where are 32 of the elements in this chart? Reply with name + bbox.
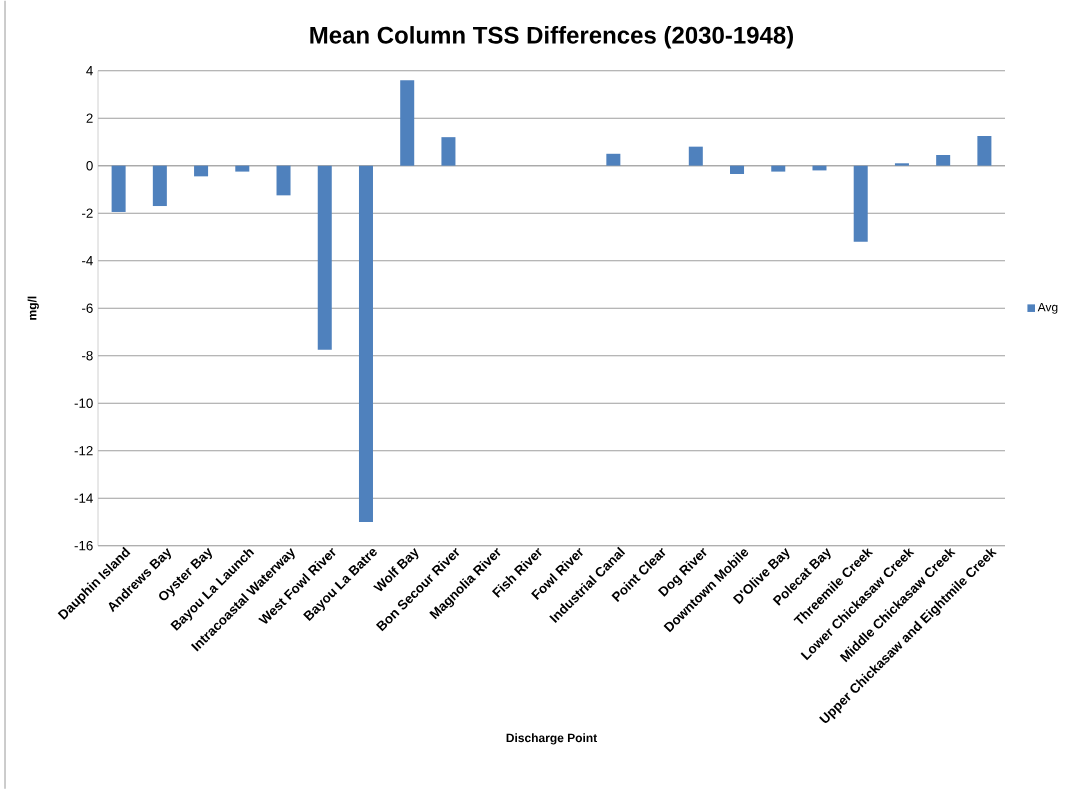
bar bbox=[400, 80, 415, 166]
y-tick-label: 0 bbox=[86, 160, 93, 171]
y-tick-label: -8 bbox=[82, 350, 93, 361]
y-tick-label: -16 bbox=[74, 540, 93, 551]
y-tick-label: -6 bbox=[82, 303, 93, 313]
bar bbox=[936, 154, 951, 166]
bar bbox=[606, 153, 621, 166]
y-tick-label: 4 bbox=[86, 65, 93, 76]
bar bbox=[235, 165, 250, 172]
bar bbox=[276, 165, 291, 196]
bar bbox=[853, 165, 868, 242]
bar bbox=[111, 165, 126, 212]
chart-title: Mean Column TSS Differences (2030-1948) bbox=[310, 25, 794, 49]
bar bbox=[771, 165, 786, 172]
bar bbox=[977, 135, 992, 166]
bar bbox=[317, 165, 332, 350]
y-tick-label: -10 bbox=[74, 398, 93, 408]
bar bbox=[894, 163, 909, 166]
bar bbox=[194, 165, 209, 177]
y-tick-label: 2 bbox=[86, 113, 93, 123]
y-tick-label: -2 bbox=[82, 208, 93, 218]
bar bbox=[730, 165, 745, 174]
y-axis-title: mg/l bbox=[27, 296, 39, 320]
bar bbox=[358, 165, 373, 522]
bar bbox=[152, 165, 167, 206]
y-tick-label: -12 bbox=[74, 445, 93, 456]
y-tick-label: -4 bbox=[82, 255, 93, 266]
legend-label: Avg bbox=[1037, 302, 1058, 314]
y-tick-label: -14 bbox=[74, 493, 93, 503]
x-axis-title: Discharge Point bbox=[506, 733, 598, 745]
bar bbox=[688, 146, 703, 166]
bar bbox=[441, 137, 456, 166]
